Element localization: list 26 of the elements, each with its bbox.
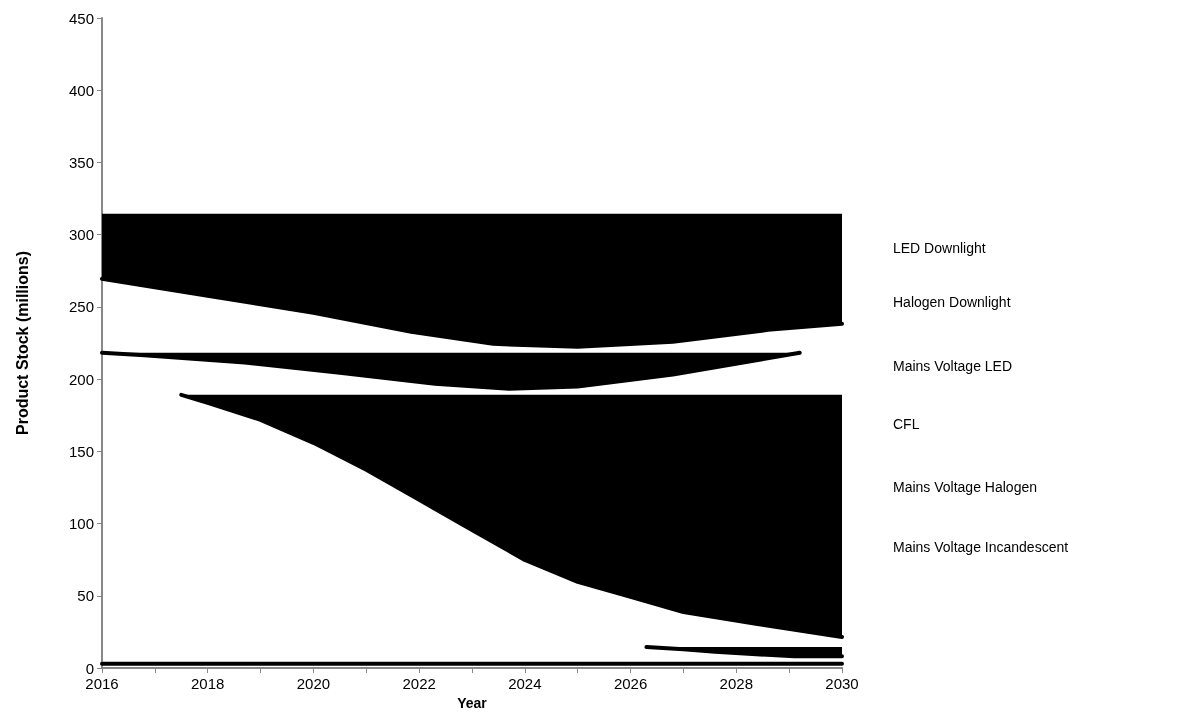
x-tick-label: 2020 [296, 675, 331, 692]
x-tick-label: 2028 [719, 675, 753, 692]
x-tick-label: 2030 [825, 675, 859, 692]
y-tick-label: 400 [68, 81, 94, 99]
x-tick-label: 2022 [402, 675, 436, 692]
x-axis-title: Year [457, 694, 488, 711]
text: CFL [893, 416, 920, 432]
y-tick-label: 150 [68, 442, 94, 460]
x-tick-label: 2026 [613, 675, 648, 692]
y-tick-label: 0 [85, 659, 94, 677]
text: Mains Voltage Halogen [893, 479, 1037, 495]
text: Halogen Downlight [893, 294, 1011, 310]
text: LED Downlight [893, 240, 986, 256]
y-tick-label: 300 [68, 226, 94, 244]
y-tick-label: 250 [68, 298, 94, 316]
text: Mains Voltage Incandescent [893, 539, 1069, 555]
x-tick-label: 2016 [85, 675, 119, 692]
x-tick-label: 2024 [508, 675, 542, 692]
y-tick-label: 100 [68, 515, 94, 533]
y-tick-label: 50 [77, 587, 94, 605]
y-axis-title: Product Stock (millions) [13, 250, 31, 436]
y-tick-label: 200 [68, 370, 94, 388]
x-tick-label: 2018 [191, 675, 225, 692]
y-tick-label: 450 [68, 9, 94, 27]
y-tick-label: 350 [68, 153, 94, 171]
text: Mains Voltage LED [893, 358, 1013, 374]
